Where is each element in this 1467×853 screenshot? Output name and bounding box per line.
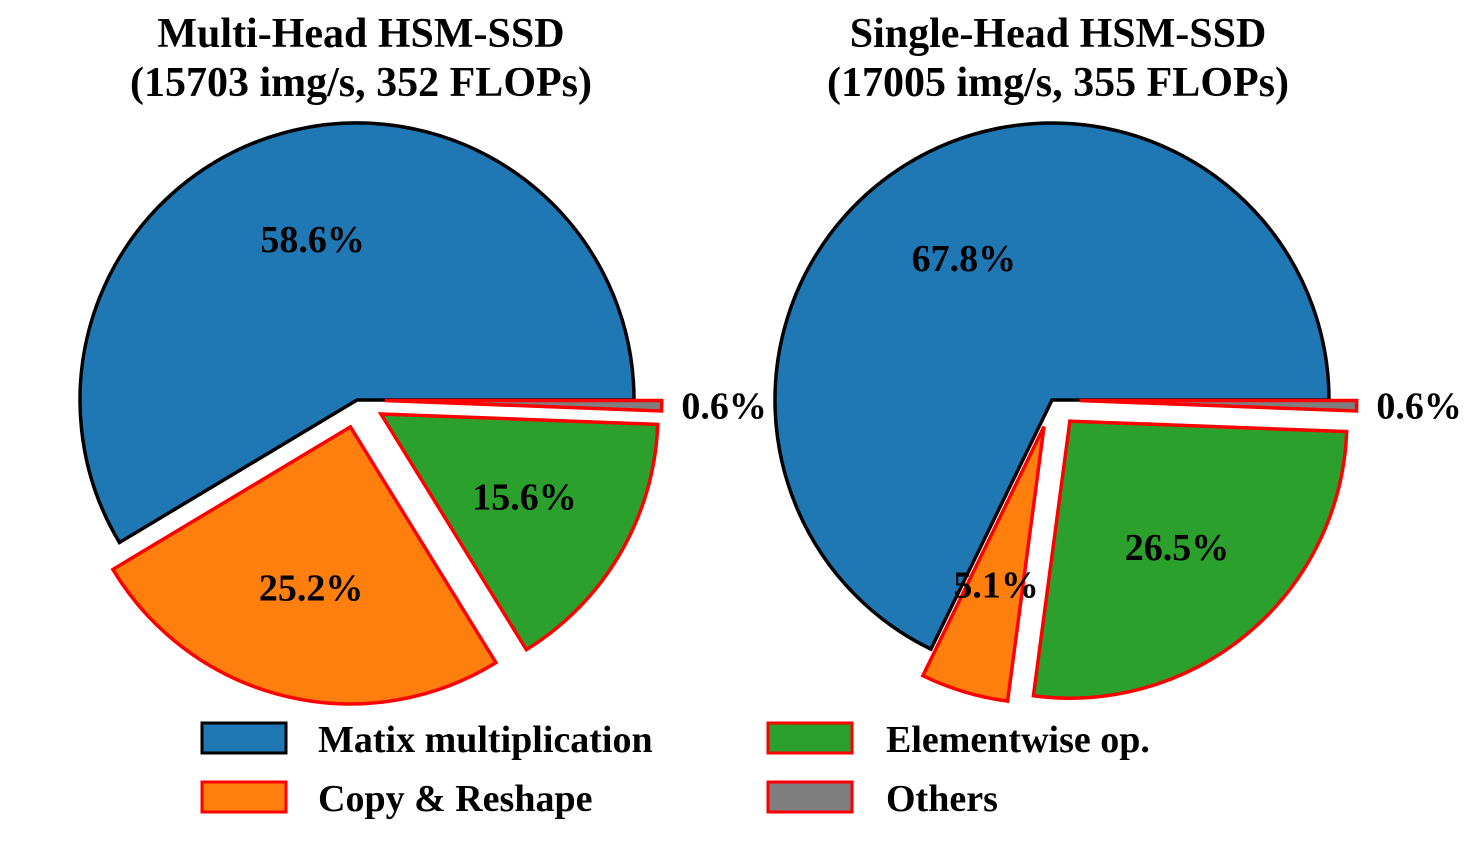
pie-1-label-others: 0.6% <box>681 385 767 427</box>
legend-label-elementwise-op: Elementwise op. <box>886 719 1150 761</box>
chart-2-title-line-2: (17005 img/s, 355 FLOPs) <box>827 60 1289 106</box>
legend-swatch-elementwise-op <box>766 721 854 755</box>
pie-2-label-copy-reshape: 5.1% <box>953 565 1039 607</box>
chart-2-title-line-1: Single-Head HSM-SSD <box>850 11 1267 57</box>
legend-swatch-copy-reshape <box>200 780 288 814</box>
pie-2-slice-others <box>1079 398 1359 413</box>
pie-2-slice-matix-multiplication <box>773 121 1331 652</box>
chart-1-title-line-1: Multi-Head HSM-SSD <box>157 11 564 57</box>
pie-chart-1: 58.6% 25.2% 15.6% 0.6% <box>78 121 767 706</box>
legend-label-others: Others <box>886 778 998 820</box>
chart-1-title-line-2: (15703 img/s, 352 FLOPs) <box>130 60 592 106</box>
pie-2-label-others: 0.6% <box>1376 385 1462 427</box>
pie-2-label-matix-multiplication: 67.8% <box>912 238 1017 280</box>
pie-2-slice-elementwise-op <box>1031 419 1349 700</box>
legend-swatch-matix-multiplication <box>200 721 288 755</box>
pie-2-label-elementwise-op: 26.5% <box>1125 527 1230 569</box>
pie-chart-2: 67.8% 5.1% 26.5% 0.6% <box>773 121 1462 704</box>
pie-1-label-copy-reshape: 25.2% <box>259 567 364 609</box>
pie-1-slice-elementwise-op <box>377 412 660 653</box>
legend-label-copy-reshape: Copy & Reshape <box>318 778 592 820</box>
pie-1-slice-others <box>384 398 664 413</box>
pie-1-label-matix-multiplication: 58.6% <box>260 219 365 261</box>
pie-2-slice-copy-reshape <box>920 425 1046 704</box>
legend: Matix multiplication Elementwise op. Cop… <box>200 719 1150 820</box>
pie-1-slice-copy-reshape <box>110 424 499 706</box>
legend-swatch-others <box>766 780 854 814</box>
pie-1-slice-matix-multiplication <box>78 121 636 545</box>
pie-1-label-elementwise-op: 15.6% <box>472 477 577 519</box>
legend-label-matix-multiplication: Matix multiplication <box>318 719 653 761</box>
